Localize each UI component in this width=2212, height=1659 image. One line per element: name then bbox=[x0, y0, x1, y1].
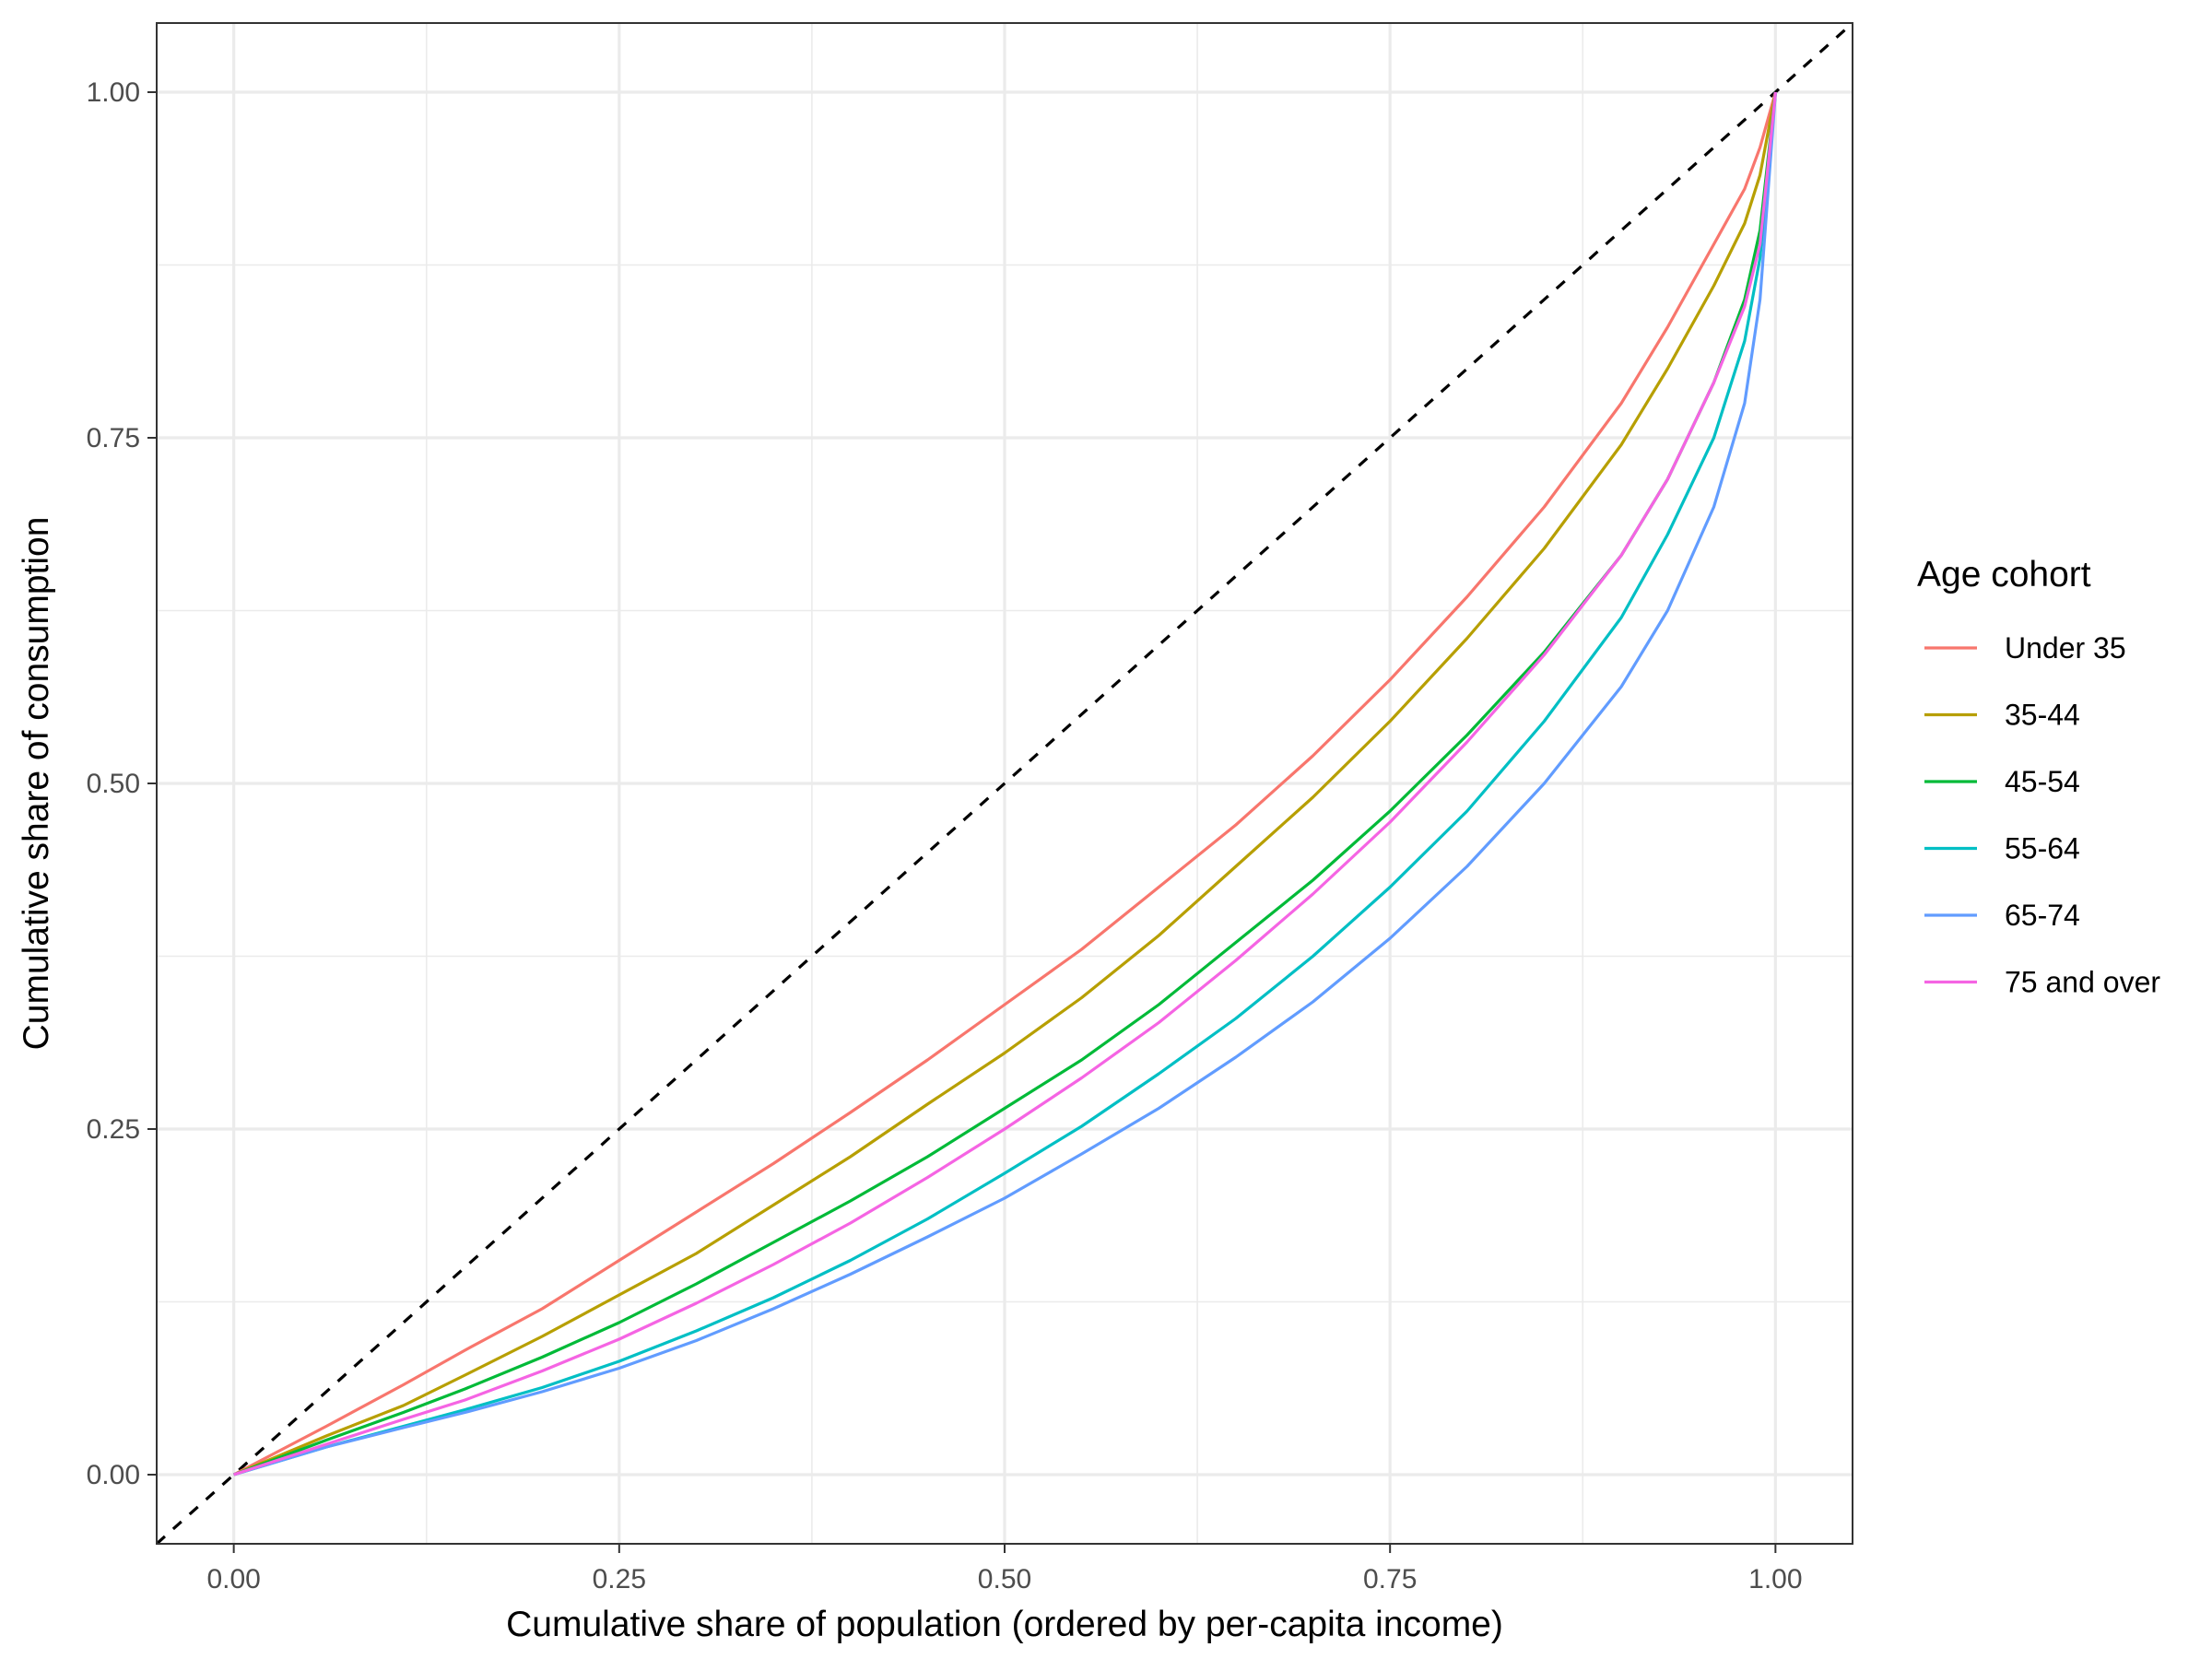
legend-label-35-44: 35-44 bbox=[2005, 699, 2080, 732]
legend: Age cohort Under 35 35-44 45-54 55-64 65-74 7… bbox=[1917, 555, 2160, 999]
x-tick-label: 0.75 bbox=[1363, 1564, 1417, 1594]
series-line-35-44 bbox=[232, 91, 1777, 1477]
legend-label-75-and-over: 75 and over bbox=[2005, 966, 2160, 999]
legend-label-45-54: 45-54 bbox=[2005, 765, 2080, 798]
y-tick-label: 0.00 bbox=[87, 1460, 140, 1490]
x-tick-label: 0.50 bbox=[978, 1564, 1031, 1594]
series-line-75-and-over bbox=[233, 91, 1777, 1477]
reference-line-group bbox=[155, 21, 1854, 1546]
y-axis-title: Cumulative share of consumption bbox=[17, 517, 56, 1051]
x-tick-label: 0.25 bbox=[593, 1564, 646, 1594]
x-axis-title: Cumulative share of population (ordered … bbox=[506, 1605, 1503, 1644]
legend-label-under-35: Under 35 bbox=[2005, 631, 2126, 665]
x-tick-label: 1.00 bbox=[1748, 1564, 1802, 1594]
series-line-65-74 bbox=[233, 91, 1777, 1477]
grid-lines bbox=[157, 23, 1853, 1544]
y-tick-label: 0.25 bbox=[87, 1114, 140, 1145]
series-line-under-35 bbox=[232, 91, 1777, 1477]
x-tick-label: 0.00 bbox=[206, 1564, 260, 1594]
y-tick-label: 0.50 bbox=[87, 769, 140, 799]
legend-title: Age cohort bbox=[1917, 555, 2091, 594]
y-tick-label: 0.75 bbox=[87, 423, 140, 453]
axes: 0.00 0.25 0.50 0.75 1.00 0.00 0.25 0.50 0.75 1.00 bbox=[87, 77, 1803, 1594]
series-line-55-64 bbox=[233, 91, 1777, 1477]
legend-label-65-74: 65-74 bbox=[2005, 899, 2080, 932]
series-lines bbox=[232, 91, 1777, 1477]
legend-label-55-64: 55-64 bbox=[2005, 832, 2080, 865]
y-tick-label: 1.00 bbox=[87, 77, 140, 108]
equality-reference-line bbox=[155, 21, 1854, 1546]
